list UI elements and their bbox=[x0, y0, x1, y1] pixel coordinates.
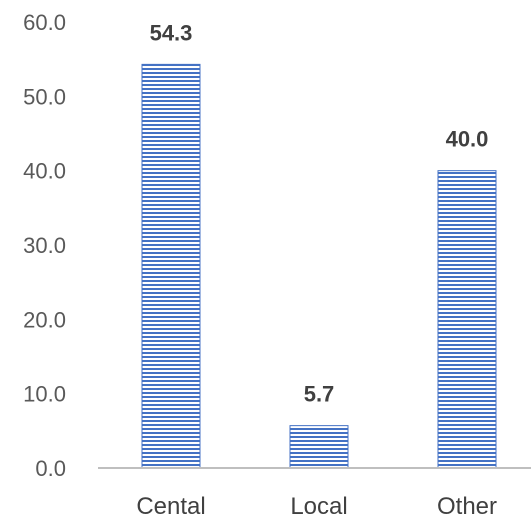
y-tick-label: 0.0 bbox=[35, 456, 66, 481]
y-tick-label: 30.0 bbox=[23, 233, 66, 258]
y-tick-label: 60.0 bbox=[23, 10, 66, 35]
data-label-cental: 54.3 bbox=[150, 20, 193, 45]
bar-other bbox=[437, 170, 497, 469]
data-label-other: 40.0 bbox=[446, 127, 489, 152]
data-label-local: 5.7 bbox=[304, 382, 335, 407]
category-label-other: Other bbox=[437, 493, 497, 520]
bar-local bbox=[289, 425, 349, 469]
category-label-local: Local bbox=[290, 493, 347, 520]
y-tick-label: 40.0 bbox=[23, 159, 66, 184]
data-labels: 54.3 5.7 40.0 bbox=[150, 20, 489, 406]
x-axis-categories: Cental Local Other bbox=[136, 493, 497, 520]
category-label-cental: Cental bbox=[136, 493, 205, 520]
y-tick-label: 10.0 bbox=[23, 382, 66, 407]
y-axis-ticks: 0.0 10.0 20.0 30.0 40.0 50.0 60.0 bbox=[23, 10, 66, 481]
bar-cental bbox=[141, 63, 201, 469]
bars-group bbox=[141, 63, 497, 469]
y-tick-label: 20.0 bbox=[23, 307, 66, 332]
y-tick-label: 50.0 bbox=[23, 84, 66, 109]
